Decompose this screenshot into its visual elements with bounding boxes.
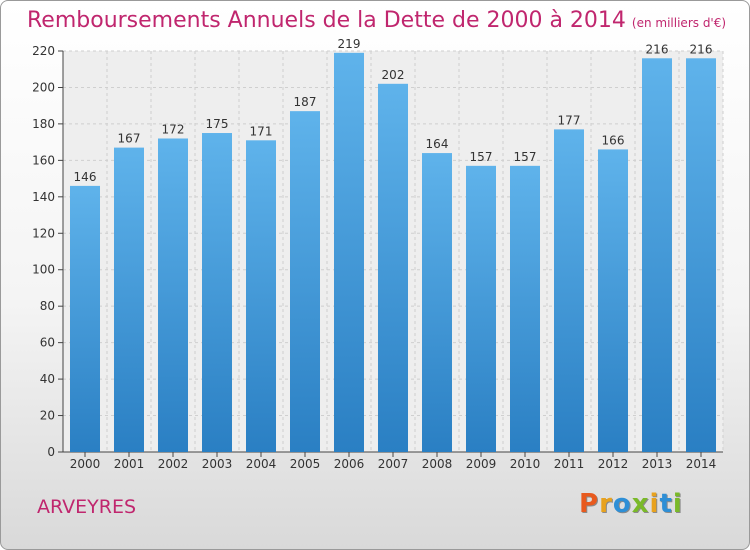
bar: [378, 83, 408, 453]
x-tick-label: 2011: [554, 457, 585, 471]
bar-value-label: 164: [426, 137, 449, 151]
x-tick-label: 2003: [202, 457, 233, 471]
bar-value-label: 167: [118, 132, 141, 146]
bar: [290, 111, 320, 453]
bar: [334, 52, 364, 453]
chart-unit: (en milliers d'€): [631, 16, 727, 30]
y-tick-label: 160: [32, 153, 55, 167]
x-tick-label: 2007: [378, 457, 409, 471]
x-tick-label: 2000: [70, 457, 101, 471]
bar-value-label: 175: [206, 117, 229, 131]
x-tick-label: 2013: [642, 457, 673, 471]
x-tick-label: 2012: [598, 457, 629, 471]
chart-title-text: Remboursements Annuels de la Dette de 20…: [27, 8, 626, 33]
y-tick-label: 220: [32, 44, 55, 58]
x-tick-label: 2006: [334, 457, 365, 471]
chart-title: Remboursements Annuels de la Dette de 20…: [27, 8, 726, 33]
y-tick-label: 60: [40, 336, 55, 350]
y-tick-label: 180: [32, 117, 55, 131]
bar-value-label: 166: [602, 133, 625, 147]
x-tick-label: 2010: [510, 457, 541, 471]
logo-letter: x: [631, 489, 650, 519]
y-tick-label: 80: [40, 299, 55, 313]
logo-letter: i: [672, 489, 683, 519]
bar: [422, 153, 452, 452]
x-tick-label: 2008: [422, 457, 453, 471]
bar: [554, 129, 584, 453]
x-tick-label: 2014: [686, 457, 717, 471]
bar: [70, 185, 100, 452]
bar-value-label: 177: [558, 113, 581, 127]
logo-letter: P: [579, 489, 600, 519]
place-name: ARVEYRES: [37, 496, 137, 518]
bar: [158, 138, 188, 452]
bar: [202, 133, 232, 453]
bar: [114, 147, 144, 452]
bar-value-label: 219: [338, 37, 361, 51]
x-tick-label: 2009: [466, 457, 497, 471]
y-tick-label: 100: [32, 263, 55, 277]
x-tick-label: 2002: [158, 457, 189, 471]
y-tick-label: 140: [32, 190, 55, 204]
bar: [686, 58, 716, 453]
y-tick-label: 40: [40, 372, 55, 386]
proxiti-logo: Proxiti: [579, 489, 683, 519]
logo-letter: r: [599, 489, 613, 519]
bar-value-label: 187: [294, 95, 317, 109]
logo-letter: t: [659, 489, 673, 519]
bar-value-label: 157: [470, 150, 493, 164]
y-tick-label: 0: [47, 445, 55, 459]
bar: [598, 149, 628, 452]
bar: [510, 165, 540, 452]
logo-letter: o: [612, 489, 632, 519]
y-tick-label: 20: [40, 409, 55, 423]
y-tick-label: 120: [32, 226, 55, 240]
x-tick-label: 2005: [290, 457, 321, 471]
bar-value-label: 202: [382, 68, 405, 82]
bar-value-label: 172: [162, 122, 185, 136]
bar-value-label: 216: [690, 42, 713, 56]
x-tick-label: 2001: [114, 457, 145, 471]
bar: [246, 140, 276, 452]
bar: [642, 58, 672, 453]
y-tick-label: 200: [32, 80, 55, 94]
bar-value-label: 216: [646, 42, 669, 56]
x-tick-label: 2004: [246, 457, 277, 471]
bar-value-label: 146: [74, 170, 97, 184]
bar-value-label: 171: [250, 124, 273, 138]
logo-letter: i: [649, 489, 660, 519]
bar-value-label: 157: [514, 150, 537, 164]
bar: [466, 165, 496, 452]
